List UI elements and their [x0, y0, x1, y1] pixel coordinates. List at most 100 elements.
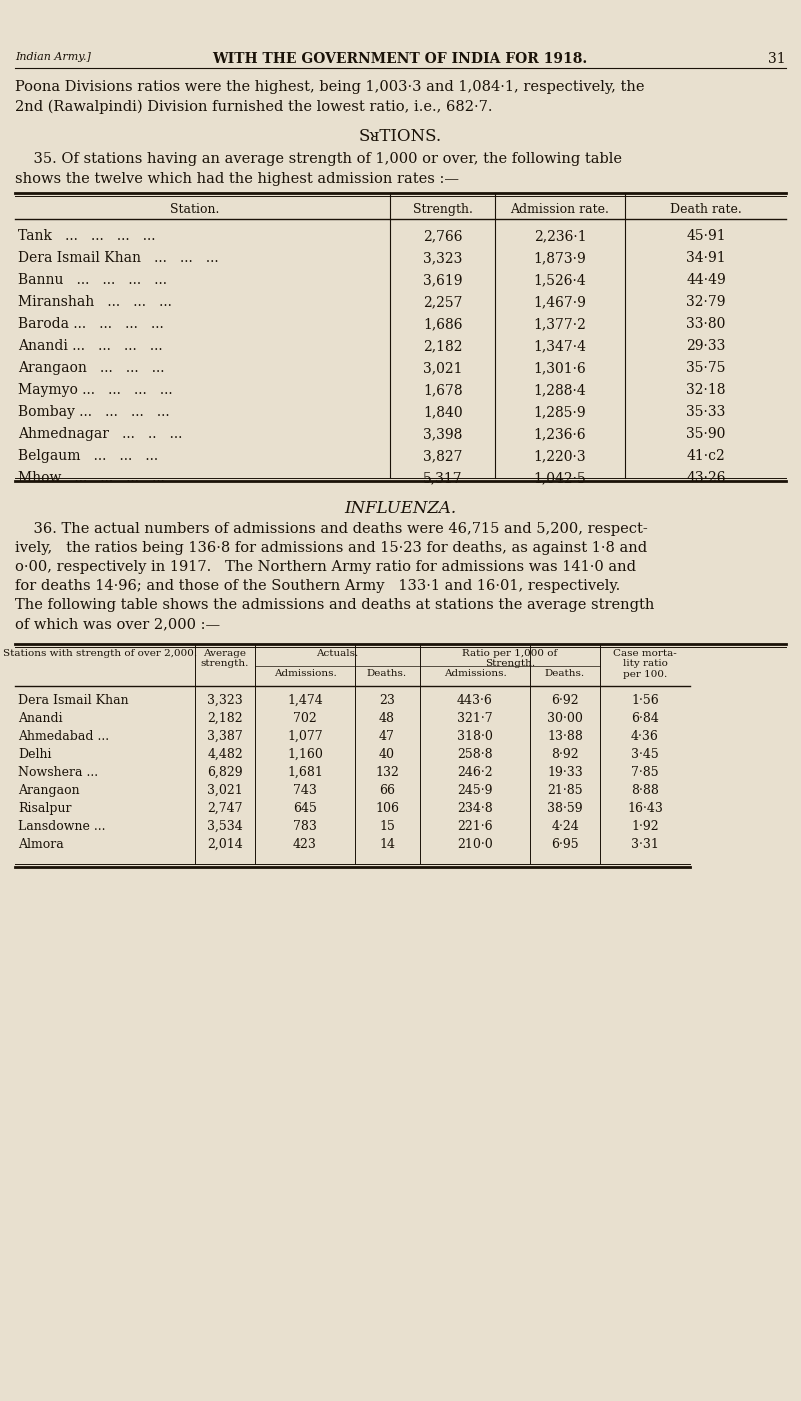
Text: 47: 47	[379, 730, 395, 743]
Text: 35. Of stations having an average strength of 1,000 or over, the following table: 35. Of stations having an average streng…	[15, 151, 622, 165]
Text: 36. The actual numbers of admissions and deaths were 46,715 and 5,200, respect-: 36. The actual numbers of admissions and…	[15, 523, 648, 537]
Text: 234·8: 234·8	[457, 801, 493, 815]
Text: 4,482: 4,482	[207, 748, 243, 761]
Text: 702: 702	[293, 712, 317, 724]
Text: 3,021: 3,021	[207, 785, 243, 797]
Text: 743: 743	[293, 785, 317, 797]
Text: Death rate.: Death rate.	[670, 203, 742, 216]
Text: 2,747: 2,747	[207, 801, 243, 815]
Text: 1,474: 1,474	[287, 693, 323, 708]
Text: 246·2: 246·2	[457, 766, 493, 779]
Text: 3,021: 3,021	[423, 361, 463, 375]
Text: 35·90: 35·90	[686, 427, 726, 441]
Text: 13·88: 13·88	[547, 730, 583, 743]
Text: 44·49: 44·49	[686, 273, 726, 287]
Text: Admissions.: Admissions.	[274, 670, 336, 678]
Text: 23: 23	[379, 693, 395, 708]
Text: 34·91: 34·91	[686, 251, 726, 265]
Text: 423: 423	[293, 838, 317, 850]
Text: 3,619: 3,619	[423, 273, 463, 287]
Text: 6·92: 6·92	[551, 693, 579, 708]
Text: 2,236·1: 2,236·1	[533, 228, 586, 242]
Text: Anandi: Anandi	[18, 712, 62, 724]
Text: 2,182: 2,182	[207, 712, 243, 724]
Text: Poona Divisions ratios were the highest, being 1,003·3 and 1,084·1, respectively: Poona Divisions ratios were the highest,…	[15, 80, 645, 94]
Text: 2,257: 2,257	[423, 296, 463, 310]
Text: Miranshah   ...   ...   ...: Miranshah ... ... ...	[18, 296, 172, 310]
Text: Case morta-
lity ratio
per 100.: Case morta- lity ratio per 100.	[613, 649, 677, 679]
Text: 1,873·9: 1,873·9	[533, 251, 586, 265]
Text: 8·88: 8·88	[631, 785, 659, 797]
Text: Actuals.: Actuals.	[316, 649, 358, 658]
Text: for deaths 14·96; and those of the Southern Army   133·1 and 16·01, respectively: for deaths 14·96; and those of the South…	[15, 579, 620, 593]
Text: 3,323: 3,323	[207, 693, 243, 708]
Text: Station.: Station.	[171, 203, 219, 216]
Text: 29·33: 29·33	[686, 339, 726, 353]
Text: Nowshera ...: Nowshera ...	[18, 766, 99, 779]
Text: Deaths.: Deaths.	[545, 670, 585, 678]
Text: 14: 14	[379, 838, 395, 850]
Text: 221·6: 221·6	[457, 820, 493, 834]
Text: Dera Ismail Khan: Dera Ismail Khan	[18, 693, 129, 708]
Text: Risalpur: Risalpur	[18, 801, 71, 815]
Text: 35·33: 35·33	[686, 405, 726, 419]
Text: Belgaum   ...   ...   ...: Belgaum ... ... ...	[18, 448, 158, 462]
Text: 1·56: 1·56	[631, 693, 659, 708]
Text: 2,014: 2,014	[207, 838, 243, 850]
Text: 30·00: 30·00	[547, 712, 583, 724]
Text: SᴚTIONS.: SᴚTIONS.	[358, 127, 441, 144]
Text: of which was over 2,000 :—: of which was over 2,000 :—	[15, 616, 220, 630]
Text: 1,526·4: 1,526·4	[533, 273, 586, 287]
Text: 1,347·4: 1,347·4	[533, 339, 586, 353]
Text: 48: 48	[379, 712, 395, 724]
Text: 106: 106	[375, 801, 399, 815]
Text: 4·36: 4·36	[631, 730, 659, 743]
Text: Ahmedabad ...: Ahmedabad ...	[18, 730, 109, 743]
Text: 1,301·6: 1,301·6	[533, 361, 586, 375]
Text: Deaths.: Deaths.	[367, 670, 407, 678]
Text: 45·91: 45·91	[686, 228, 726, 242]
Text: Arangaon   ...   ...   ...: Arangaon ... ... ...	[18, 361, 164, 375]
Text: 245·9: 245·9	[457, 785, 493, 797]
Text: Mhow   ...   ...   ...   ...: Mhow ... ... ... ...	[18, 471, 165, 485]
Text: 38·59: 38·59	[547, 801, 583, 815]
Text: 258·8: 258·8	[457, 748, 493, 761]
Text: 3,387: 3,387	[207, 730, 243, 743]
Text: 2,182: 2,182	[423, 339, 463, 353]
Text: Anandi ...   ...   ...   ...: Anandi ... ... ... ...	[18, 339, 163, 353]
Text: Admission rate.: Admission rate.	[510, 203, 610, 216]
Text: 1,077: 1,077	[288, 730, 323, 743]
Text: 1,220·3: 1,220·3	[533, 448, 586, 462]
Text: 4·24: 4·24	[551, 820, 579, 834]
Text: 1,285·9: 1,285·9	[533, 405, 586, 419]
Text: Arangaon: Arangaon	[18, 785, 79, 797]
Text: 3,398: 3,398	[423, 427, 463, 441]
Text: 1,160: 1,160	[287, 748, 323, 761]
Text: Bannu   ...   ...   ...   ...: Bannu ... ... ... ...	[18, 273, 167, 287]
Text: ively,   the ratios being 136·8 for admissions and 15·23 for deaths, as against : ively, the ratios being 136·8 for admiss…	[15, 541, 647, 555]
Text: 32·18: 32·18	[686, 382, 726, 396]
Text: 2nd (Rawalpindi) Division furnished the lowest ratio, i.e., 682·7.: 2nd (Rawalpindi) Division furnished the …	[15, 99, 493, 115]
Text: 33·80: 33·80	[686, 317, 726, 331]
Text: 783: 783	[293, 820, 317, 834]
Text: shows the twelve which had the highest admission rates :—: shows the twelve which had the highest a…	[15, 172, 459, 186]
Text: 1,840: 1,840	[423, 405, 463, 419]
Text: 1,042·5: 1,042·5	[533, 471, 586, 485]
Text: Strength.: Strength.	[413, 203, 473, 216]
Text: 3·31: 3·31	[631, 838, 659, 850]
Text: 1,377·2: 1,377·2	[533, 317, 586, 331]
Text: 443·6: 443·6	[457, 693, 493, 708]
Text: Ahmednagar   ...   ..   ...: Ahmednagar ... .. ...	[18, 427, 183, 441]
Text: 2,766: 2,766	[423, 228, 463, 242]
Text: Almora: Almora	[18, 838, 64, 850]
Text: 6·84: 6·84	[631, 712, 659, 724]
Text: 5,317: 5,317	[423, 471, 463, 485]
Text: 3,827: 3,827	[423, 448, 463, 462]
Text: 6,829: 6,829	[207, 766, 243, 779]
Text: 1·92: 1·92	[631, 820, 658, 834]
Text: 6·95: 6·95	[551, 838, 579, 850]
Text: 32·79: 32·79	[686, 296, 726, 310]
Text: o·00, respectively in 1917.   The Northern Army ratio for admissions was 141·0 a: o·00, respectively in 1917. The Northern…	[15, 560, 636, 574]
Text: 40: 40	[379, 748, 395, 761]
Text: 21·85: 21·85	[547, 785, 583, 797]
